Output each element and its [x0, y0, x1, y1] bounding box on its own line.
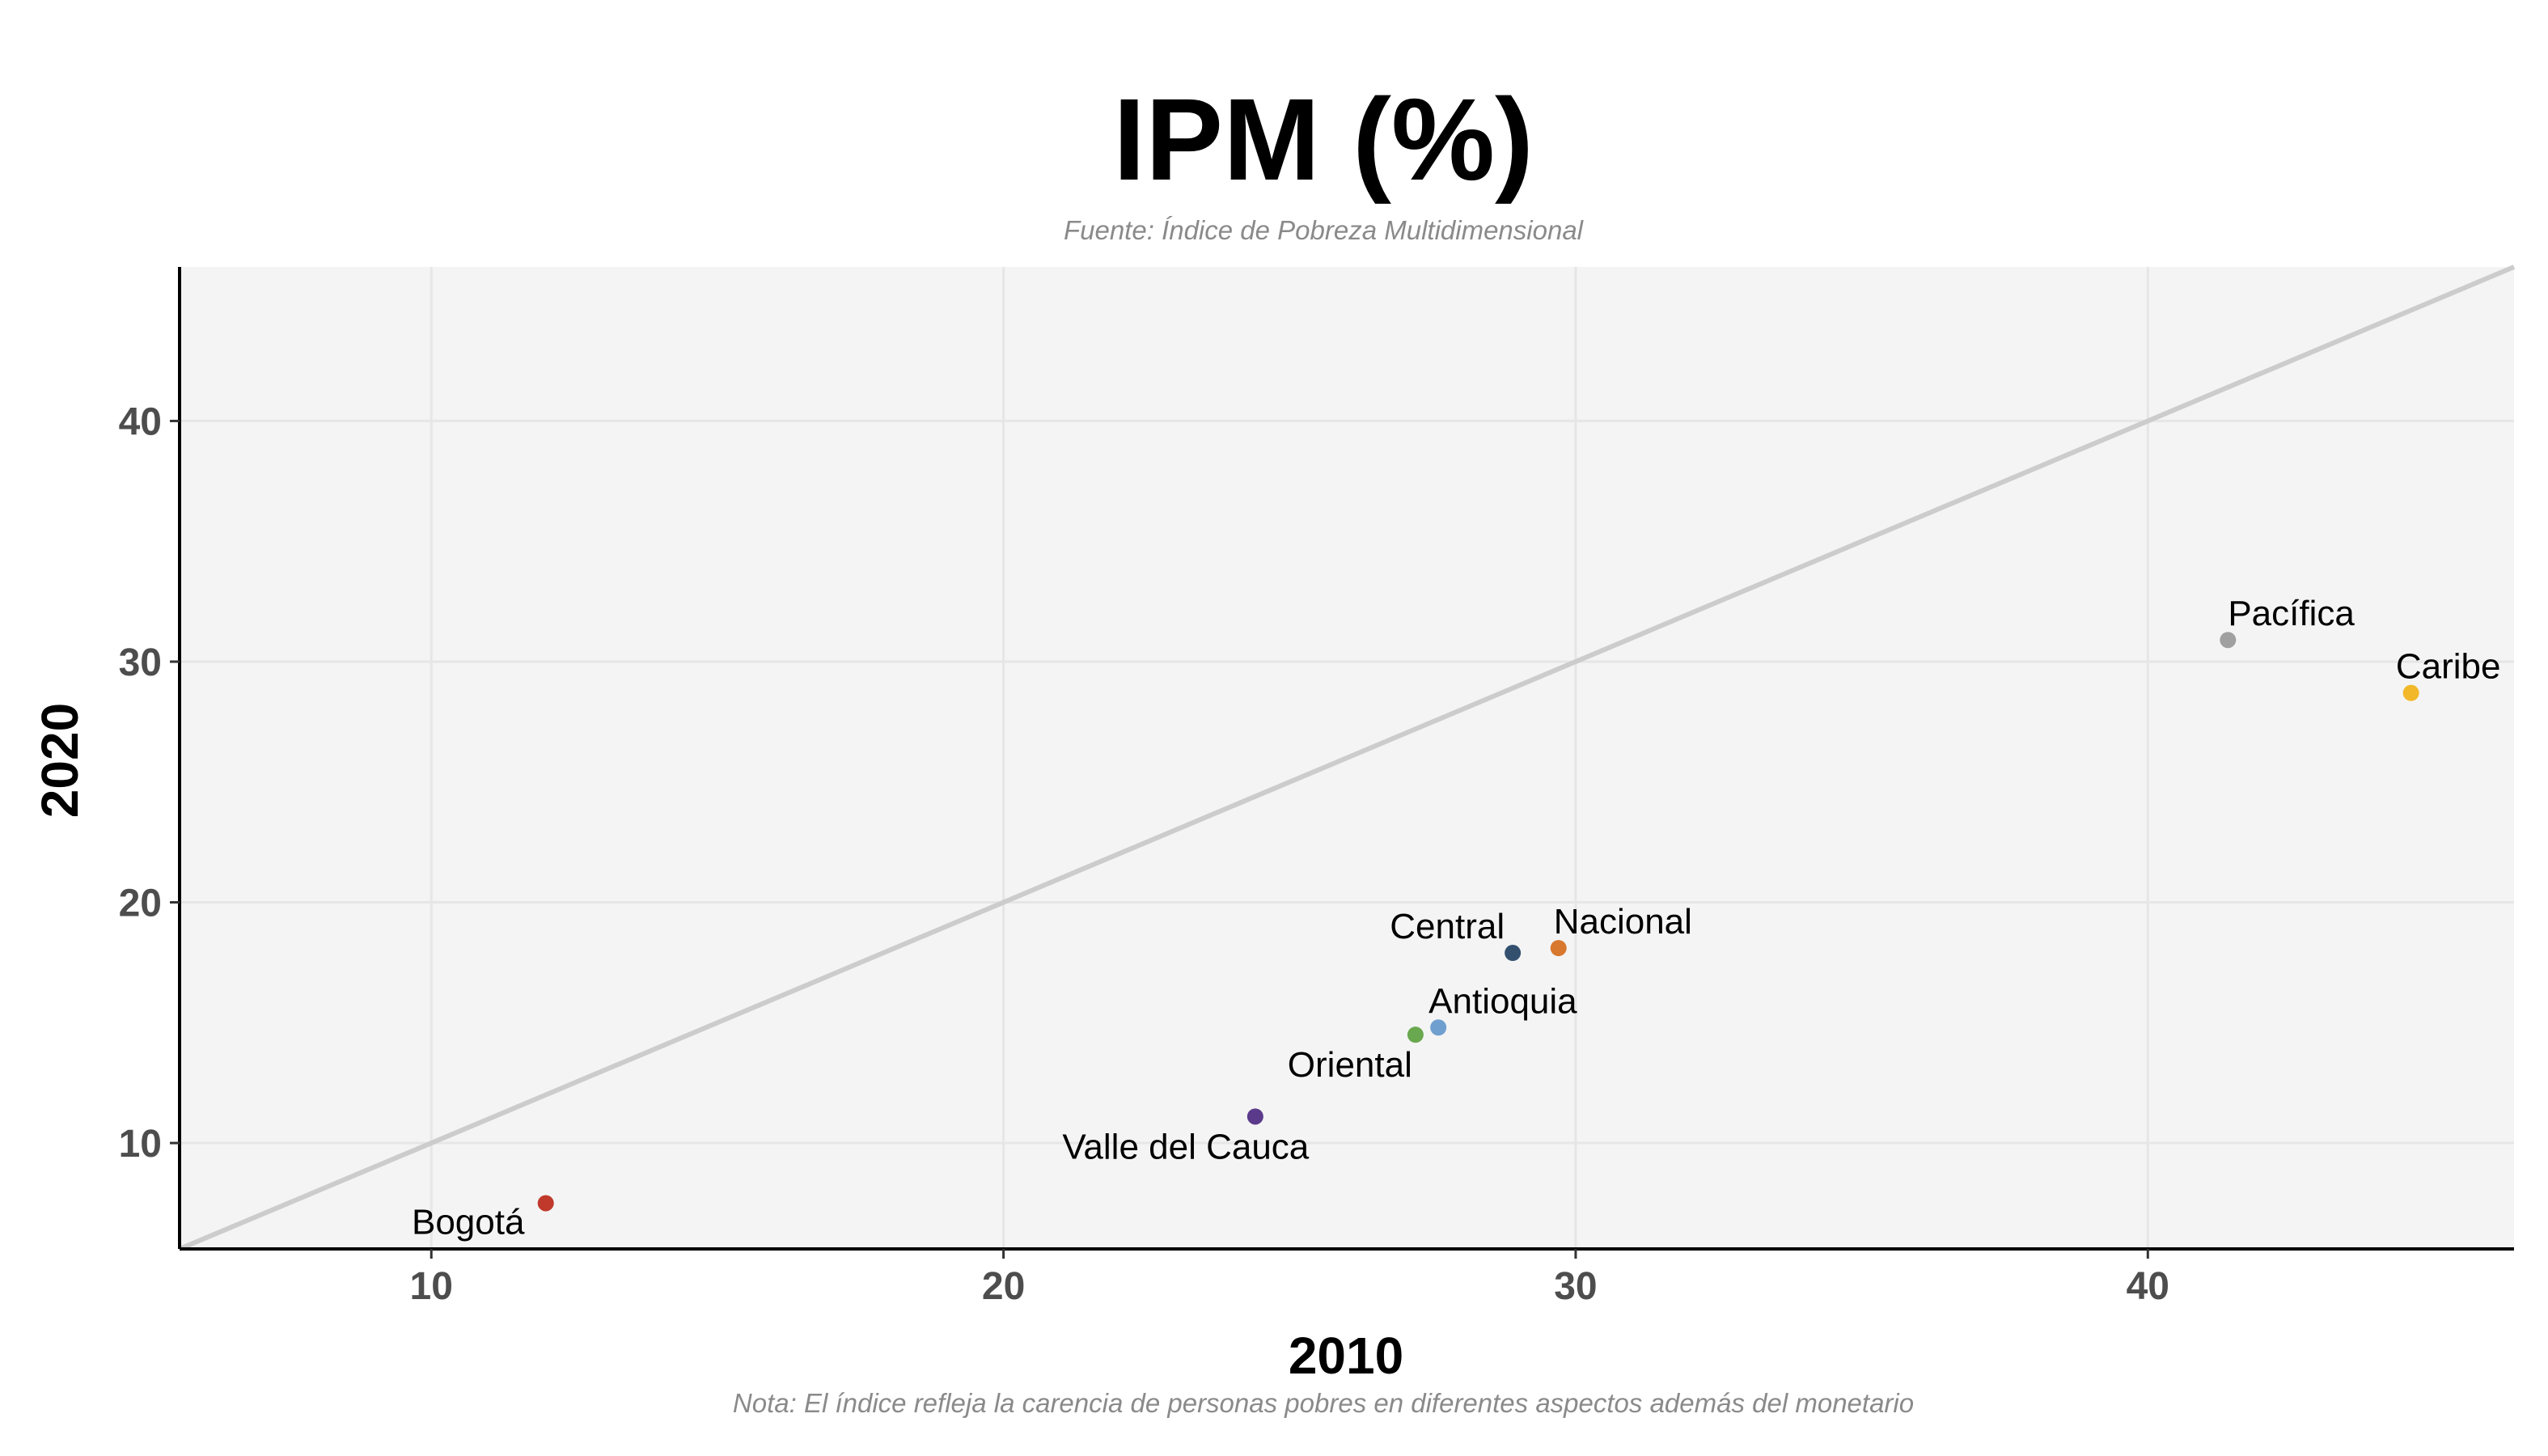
- gridlines: [180, 267, 2514, 1249]
- chart-caption: Nota: El índice refleja la carencia de p…: [733, 1388, 1914, 1418]
- reference-line: [178, 265, 2516, 1251]
- data-point: [2402, 684, 2419, 701]
- point-label: Antioquia: [1428, 981, 1577, 1021]
- x-tick-label: 40: [2127, 1265, 2169, 1308]
- x-axis-title: 2010: [1289, 1327, 1403, 1385]
- data-point: [2220, 632, 2237, 649]
- data-point: [537, 1195, 554, 1212]
- y-tick-label: 40: [119, 400, 162, 443]
- y-tick-label: 20: [119, 882, 162, 925]
- point-label: Caribe: [2396, 647, 2501, 687]
- data-point: [1505, 945, 1522, 962]
- y-tick-label: 10: [119, 1123, 162, 1166]
- point-label: Bogotá: [412, 1202, 525, 1242]
- x-tick-label: 20: [982, 1265, 1025, 1308]
- x-tick-label: 30: [1554, 1265, 1597, 1308]
- data-points: [537, 632, 2419, 1212]
- point-label: Pacífica: [2228, 594, 2355, 633]
- axis-ticks: 10 20 30 40 10 20 30 40: [119, 400, 2169, 1308]
- point-label: Oriental: [1288, 1045, 1412, 1085]
- point-label: Valle del Cauca: [1062, 1127, 1309, 1166]
- y-axis-title: 2020: [31, 703, 89, 818]
- data-point: [1430, 1019, 1447, 1036]
- data-point: [1246, 1108, 1263, 1125]
- point-labels: Pacífica Caribe Nacional Central Antioquia Or…: [412, 594, 2501, 1242]
- data-point: [1550, 940, 1567, 957]
- chart-subtitle: Fuente: Índice de Pobreza Multidimension…: [1064, 215, 1585, 245]
- point-label: Central: [1390, 907, 1505, 946]
- y-tick-label: 30: [119, 641, 162, 684]
- chart-title: IPM (%): [1113, 74, 1534, 205]
- data-point: [1407, 1026, 1424, 1043]
- x-tick-label: 10: [410, 1265, 453, 1308]
- point-label: Nacional: [1554, 902, 1692, 942]
